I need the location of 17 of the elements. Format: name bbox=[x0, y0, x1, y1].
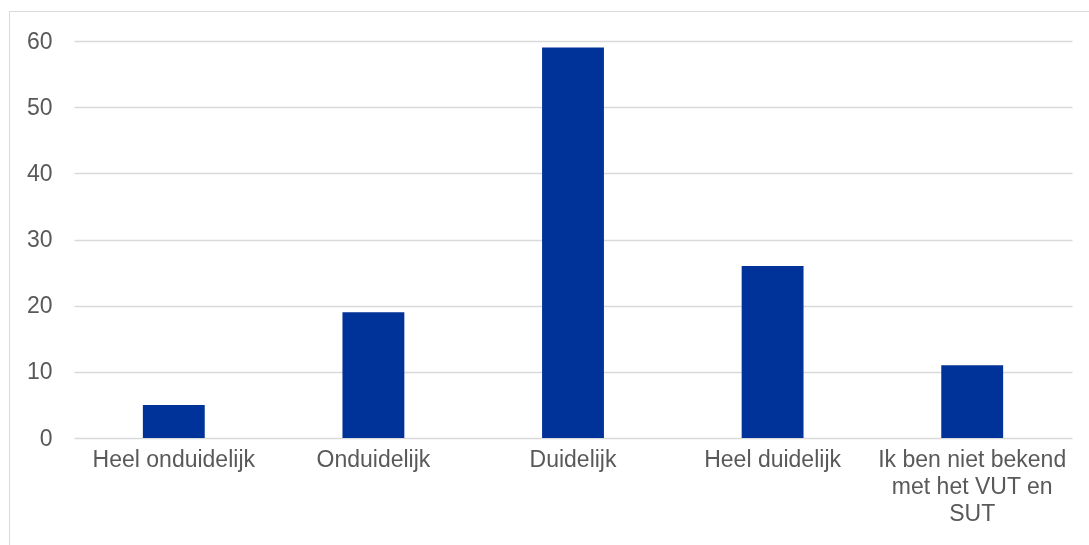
y-tick-label: 20 bbox=[26, 292, 53, 319]
x-tick-label: Onduidelijk bbox=[316, 445, 431, 472]
bar bbox=[342, 312, 405, 438]
bar bbox=[741, 265, 804, 438]
y-tick-label: 10 bbox=[26, 358, 53, 385]
bar bbox=[941, 365, 1004, 438]
x-tick-label: Ik ben niet bekend met het VUT en SUT bbox=[878, 445, 1067, 526]
bar bbox=[142, 404, 205, 438]
bar bbox=[542, 47, 604, 438]
x-tick-label: Heel duidelijk bbox=[704, 445, 842, 472]
y-tick-label: 40 bbox=[26, 159, 53, 186]
x-tick-label: Heel onduidelijk bbox=[92, 445, 256, 472]
x-tick-label: Duidelijk bbox=[529, 445, 617, 472]
y-tick-label: 60 bbox=[26, 27, 53, 54]
y-tick-label: 0 bbox=[39, 424, 53, 451]
y-tick-label: 30 bbox=[26, 226, 53, 252]
y-tick-label: 50 bbox=[26, 93, 53, 120]
